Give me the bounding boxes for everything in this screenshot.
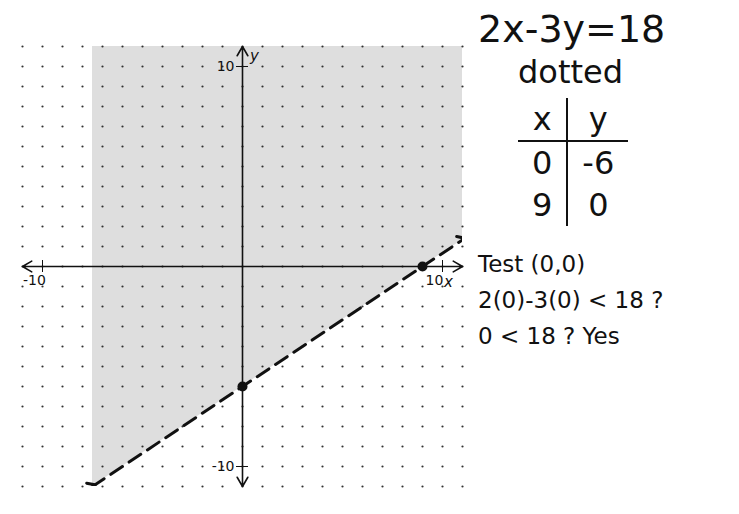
svg-text:-10: -10 (23, 272, 46, 288)
svg-text:-10: -10 (212, 458, 235, 474)
html-text:0 < 18 ? Yes: 0 < 18 ? Yes (478, 323, 620, 349)
svg-text:10: 10 (426, 272, 444, 288)
html-text:2x-3y=18: 2x-3y=18 (478, 7, 666, 51)
html-text:Test (0,0): Test (0,0) (478, 251, 586, 277)
svg-text:y: y (249, 47, 260, 65)
html-text:x: x (532, 100, 552, 138)
html-text:dotted: dotted (518, 53, 623, 91)
svg-text:x: x (443, 273, 453, 291)
html-text:2(0)-3(0) < 18 ?: 2(0)-3(0) < 18 ? (478, 287, 664, 313)
html-text:0: 0 (532, 144, 553, 182)
html-text:y: y (588, 100, 608, 138)
svg-text:10: 10 (217, 58, 235, 74)
html-text:9: 9 (532, 186, 553, 224)
html-text:0: 0 (588, 186, 609, 224)
html-text:-6: -6 (582, 144, 615, 182)
